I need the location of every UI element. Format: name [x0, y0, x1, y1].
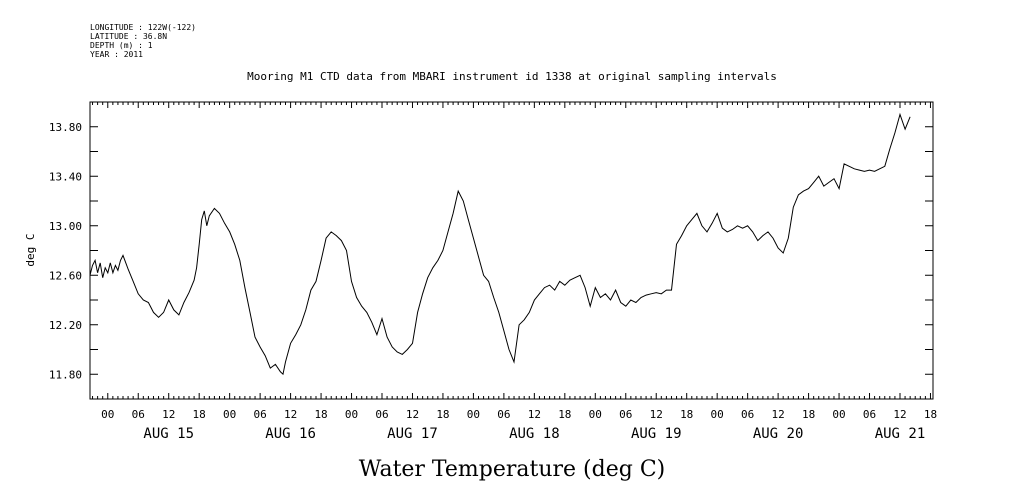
- y-tick-label: 12.60: [49, 269, 82, 282]
- y-tick-label: 13.40: [49, 170, 82, 183]
- x-hour-label: 12: [284, 408, 297, 421]
- temperature-line: [89, 112, 911, 376]
- meta-year: YEAR : 2011: [90, 50, 143, 59]
- meta-depth: DEPTH (m) : 1: [90, 41, 153, 50]
- x-day-label: AUG 15: [143, 426, 194, 442]
- x-hour-label: 00: [101, 408, 114, 421]
- x-hour-label: 12: [771, 408, 784, 421]
- x-hour-label: 12: [528, 408, 541, 421]
- y-tick-label: 13.00: [49, 220, 82, 233]
- meta-longitude: LONGITUDE : 122W(-122): [90, 23, 196, 32]
- x-hour-label: 06: [741, 408, 754, 421]
- x-day-label: AUG 18: [509, 426, 560, 442]
- x-hour-label: 06: [375, 408, 388, 421]
- x-hour-label: 06: [497, 408, 510, 421]
- axis-ticks: [90, 101, 933, 400]
- y-tick-label: 12.20: [49, 319, 82, 332]
- x-hour-label: 00: [832, 408, 845, 421]
- chart-title: Mooring M1 CTD data from MBARI instrumen…: [247, 70, 777, 83]
- x-hour-label: 18: [680, 408, 693, 421]
- y-tick-label: 11.80: [49, 368, 82, 381]
- x-hour-label: 00: [467, 408, 480, 421]
- x-hour-label: 06: [863, 408, 876, 421]
- x-hour-label: 12: [162, 408, 175, 421]
- x-hour-label: 00: [223, 408, 236, 421]
- x-day-label: AUG 19: [631, 426, 682, 442]
- x-day-label: AUG 20: [753, 426, 804, 442]
- y-axis-label: deg C: [24, 233, 37, 266]
- x-hour-label: 06: [253, 408, 266, 421]
- x-day-label: AUG 16: [265, 426, 316, 442]
- x-tick-labels: 00 06 12 18 AUG 15 00 06 12 18 AUG 16 00 06 12 18 AUG …: [101, 408, 937, 442]
- y-tick-label: 13.80: [49, 121, 82, 134]
- x-day-label: AUG 17: [387, 426, 438, 442]
- x-hour-label: 18: [558, 408, 571, 421]
- x-hour-label: 06: [132, 408, 145, 421]
- x-hour-label: 12: [650, 408, 663, 421]
- x-hour-label: 12: [893, 408, 906, 421]
- x-hour-label: 00: [589, 408, 602, 421]
- x-hour-label: 18: [193, 408, 206, 421]
- x-hour-label: 12: [406, 408, 419, 421]
- meta-latitude: LATITUDE : 36.8N: [90, 32, 167, 41]
- x-hour-label: 18: [802, 408, 815, 421]
- x-axis-label: Water Temperature (deg C): [359, 457, 666, 482]
- y-tick-labels: 11.80 12.20 12.60 13.00 13.40 13.80: [49, 121, 82, 382]
- x-day-label: AUG 21: [875, 426, 926, 442]
- x-hour-label: 06: [619, 408, 632, 421]
- x-hour-label: 00: [345, 408, 358, 421]
- x-hour-label: 18: [924, 408, 937, 421]
- x-hour-label: 00: [711, 408, 724, 421]
- x-hour-label: 18: [436, 408, 449, 421]
- x-hour-label: 18: [314, 408, 327, 421]
